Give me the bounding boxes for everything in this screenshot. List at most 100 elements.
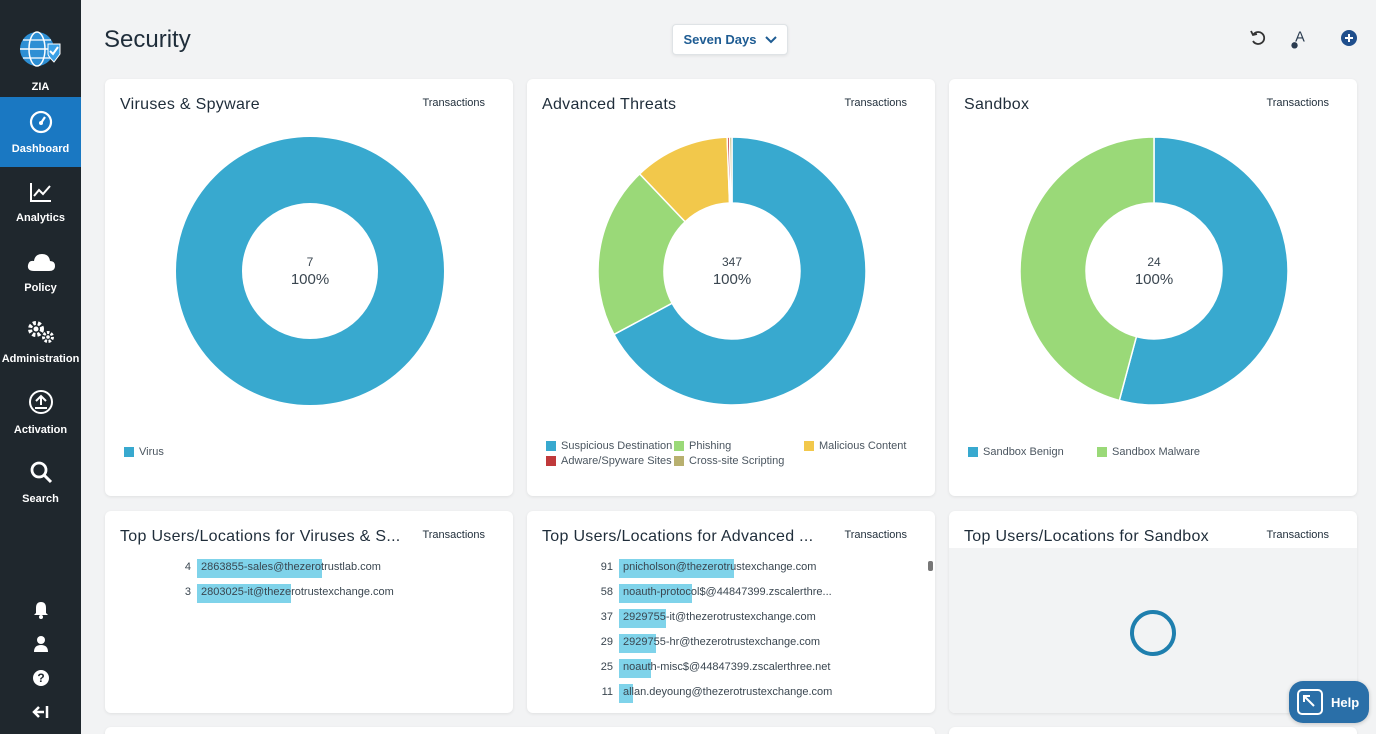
legend-item-sandbox-benign[interactable]: Sandbox Benign bbox=[968, 446, 1064, 458]
bar-label: 2929755-it@thezerotrustexchange.com bbox=[623, 611, 816, 623]
legend-item-sandbox-malware[interactable]: Sandbox Malware bbox=[1097, 446, 1200, 458]
bar-row[interactable]: 4 2863855-sales@thezerotrustlab.com bbox=[105, 559, 513, 578]
legend-item-malicious-content[interactable]: Malicious Content bbox=[804, 440, 906, 452]
sidebar-item-label: Activation bbox=[13, 423, 68, 436]
metric-dropdown[interactable]: Transactions bbox=[844, 97, 907, 109]
page-title: Security bbox=[104, 26, 191, 53]
refresh-icon[interactable] bbox=[1248, 28, 1268, 48]
legend-item-virus[interactable]: Virus bbox=[124, 446, 164, 458]
card-top-users-viruses: Top Users/Locations for Viruses & S... T… bbox=[105, 511, 513, 713]
legend-label: Sandbox Malware bbox=[1112, 446, 1201, 458]
donut-slice-suspicious-destination[interactable] bbox=[612, 136, 867, 406]
upload-icon bbox=[28, 389, 54, 420]
add-icon[interactable] bbox=[1339, 28, 1359, 48]
legend-item-phishing[interactable]: Phishing bbox=[674, 440, 731, 452]
scrollbar-thumb[interactable] bbox=[928, 561, 933, 571]
bar-fill bbox=[197, 584, 291, 603]
legend-swatch bbox=[968, 447, 978, 457]
bar-label: allan.deyoung@thezerotrustexchange.com bbox=[623, 686, 833, 698]
bar-fill bbox=[619, 684, 633, 703]
card-title: Advanced Threats bbox=[542, 96, 677, 113]
donut-slice-phishing[interactable] bbox=[597, 172, 687, 336]
sidebar-item-activation[interactable]: Activation bbox=[0, 377, 81, 447]
sidebar-bottom: ? bbox=[0, 600, 81, 722]
bar-row[interactable]: 91 pnicholson@thezerotrustexchange.com bbox=[527, 559, 935, 578]
donut-slice-virus[interactable] bbox=[176, 137, 444, 405]
sidebar-item-administration[interactable]: Administration bbox=[0, 307, 81, 377]
metric-dropdown[interactable]: Transactions bbox=[844, 529, 907, 541]
legend-swatch bbox=[804, 441, 814, 451]
bar-row[interactable]: 11 allan.deyoung@thezerotrustexchange.com bbox=[527, 684, 935, 703]
bar-fill bbox=[619, 609, 666, 628]
bar-row[interactable]: 25 noauth-misc$@44847399.zscalerthree.net bbox=[527, 659, 935, 678]
bar-row[interactable]: 37 2929755-it@thezerotrustexchange.com bbox=[527, 609, 935, 628]
time-range-value: Seven Days bbox=[683, 32, 757, 47]
donut-slice-sandbox-malware[interactable] bbox=[1019, 136, 1155, 402]
card-title: Viruses & Spyware bbox=[120, 96, 260, 113]
card-top-users-advanced: Top Users/Locations for Advanced ... Tra… bbox=[527, 511, 935, 713]
user-icon[interactable] bbox=[31, 634, 51, 654]
legend-label: Malicious Content bbox=[819, 440, 907, 452]
metric-dropdown[interactable]: Transactions bbox=[1266, 97, 1329, 109]
text-format-icon[interactable]: A bbox=[1290, 29, 1310, 49]
legend-label: Cross-site Scripting bbox=[689, 455, 785, 467]
card-sandbox: Sandbox Transactions 24 100% Sandbox Ben… bbox=[949, 79, 1357, 496]
help-button[interactable]: Help bbox=[1289, 681, 1369, 723]
sidebar-item-search[interactable]: Search bbox=[0, 447, 81, 517]
legend-swatch bbox=[546, 456, 556, 466]
card-viruses-spyware: Viruses & Spyware Transactions 7 100% Vi… bbox=[105, 79, 513, 496]
bar-label: noauth-misc$@44847399.zscalerthree.net bbox=[623, 661, 831, 673]
legend-label: Phishing bbox=[689, 440, 732, 452]
time-range-dropdown[interactable]: Seven Days bbox=[672, 24, 788, 55]
sidebar-item-label: Dashboard bbox=[11, 142, 70, 155]
bar-label: 2929755-hr@thezerotrustexchange.com bbox=[623, 636, 821, 648]
card-advanced-threats: Advanced Threats Transactions 347 100% S… bbox=[527, 79, 935, 496]
chevron-down-icon bbox=[764, 32, 777, 47]
metric-dropdown[interactable]: Transactions bbox=[422, 529, 485, 541]
donut-chart-advanced: 347 100% bbox=[597, 136, 867, 406]
legend-label: Virus bbox=[139, 446, 164, 458]
donut-slice-cross-site-scripting[interactable] bbox=[728, 136, 733, 204]
legend-label: Suspicious Destination bbox=[561, 440, 673, 452]
bar-label: 2803025-it@thezerotrustexchange.com bbox=[201, 586, 394, 598]
bar-count: 11 bbox=[601, 686, 613, 698]
bar-row[interactable]: 29 2929755-hr@thezerotrustexchange.com bbox=[527, 634, 935, 653]
card-top-users-sandbox: Top Users/Locations for Sandbox Transact… bbox=[949, 511, 1357, 713]
logout-icon[interactable] bbox=[31, 702, 51, 722]
svg-text:A: A bbox=[1295, 30, 1305, 46]
sidebar-item-label: Policy bbox=[24, 281, 57, 294]
legend-label: Sandbox Benign bbox=[983, 446, 1064, 458]
loading-area bbox=[949, 548, 1357, 713]
bar-row[interactable]: 58 noauth-protocol$@44847399.zscalerthre.… bbox=[527, 584, 935, 603]
sidebar: ZIA Dashboard Analytics Policy Administr… bbox=[0, 0, 81, 734]
legend-item-cross-site-scripting[interactable]: Cross-site Scripting bbox=[674, 455, 784, 467]
bell-icon[interactable] bbox=[31, 600, 51, 620]
bar-row[interactable]: 3 2803025-it@thezerotrustexchange.com bbox=[105, 584, 513, 603]
bar-count: 29 bbox=[600, 636, 613, 648]
sidebar-item-label: Analytics bbox=[16, 211, 65, 224]
search-icon bbox=[29, 460, 53, 489]
bar-fill bbox=[619, 659, 651, 678]
sidebar-item-dashboard[interactable]: Dashboard bbox=[0, 97, 81, 167]
sidebar-item-analytics[interactable]: Analytics bbox=[0, 167, 81, 237]
brand-label: ZIA bbox=[31, 81, 50, 93]
card-title: Top Users/Locations for Advanced ... bbox=[542, 528, 814, 545]
legend-item-suspicious-destination[interactable]: Suspicious Destination bbox=[546, 440, 672, 452]
legend-swatch bbox=[546, 441, 556, 451]
legend-item-adware-spyware[interactable]: Adware/Spyware Sites bbox=[546, 455, 672, 467]
bar-label: noauth-protocol$@44847399.zscalerthre... bbox=[623, 586, 832, 598]
metric-dropdown[interactable]: Transactions bbox=[422, 97, 485, 109]
donut-slice-sandbox-benign[interactable] bbox=[1118, 136, 1289, 406]
sidebar-item-policy[interactable]: Policy bbox=[0, 237, 81, 307]
help-expand-icon bbox=[1297, 689, 1323, 715]
cloud-icon bbox=[26, 251, 56, 278]
donut-chart-sandbox: 24 100% bbox=[1019, 136, 1289, 406]
globe-check-icon bbox=[18, 30, 64, 75]
help-icon[interactable]: ? bbox=[31, 668, 51, 688]
help-label: Help bbox=[1331, 694, 1360, 710]
metric-dropdown[interactable]: Transactions bbox=[1266, 529, 1329, 541]
bar-count: 25 bbox=[600, 661, 613, 673]
gears-icon bbox=[26, 320, 56, 349]
bar-label: pnicholson@thezerotrustexchange.com bbox=[623, 561, 817, 573]
brand[interactable]: ZIA bbox=[0, 0, 81, 97]
